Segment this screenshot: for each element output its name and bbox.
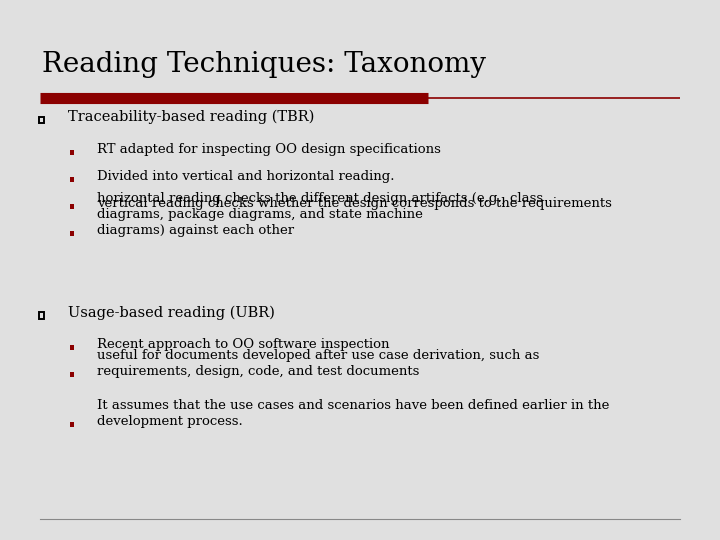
Text: horizontal reading checks the different design artifacts (e.g., class
diagrams, : horizontal reading checks the different … [97, 192, 544, 237]
Text: Divided into vertical and horizontal reading.: Divided into vertical and horizontal rea… [97, 170, 395, 183]
Bar [70, 177, 74, 181]
Text: It assumes that the use cases and scenarios have been defined earlier in the
dev: It assumes that the use cases and scenar… [97, 399, 610, 428]
Bar [70, 150, 74, 154]
Text: vertical reading checks whether the design corresponds to the requirements: vertical reading checks whether the desi… [97, 197, 612, 210]
Text: Usage-based reading (UBR): Usage-based reading (UBR) [68, 305, 275, 320]
Bar [70, 346, 74, 350]
Text: Recent approach to OO software inspection: Recent approach to OO software inspectio… [97, 338, 390, 351]
Text: useful for documents developed after use case derivation, such as
requirements, : useful for documents developed after use… [97, 349, 539, 378]
Text: Reading Techniques: Taxonomy: Reading Techniques: Taxonomy [42, 51, 486, 78]
Bar [70, 422, 74, 427]
Text: RT adapted for inspecting OO design specifications: RT adapted for inspecting OO design spec… [97, 143, 441, 156]
Bar [70, 231, 74, 235]
Bar [70, 373, 74, 377]
Bar [39, 312, 45, 319]
Bar [39, 117, 45, 123]
Text: Traceability-based reading (TBR): Traceability-based reading (TBR) [68, 110, 315, 124]
Bar [70, 204, 74, 209]
